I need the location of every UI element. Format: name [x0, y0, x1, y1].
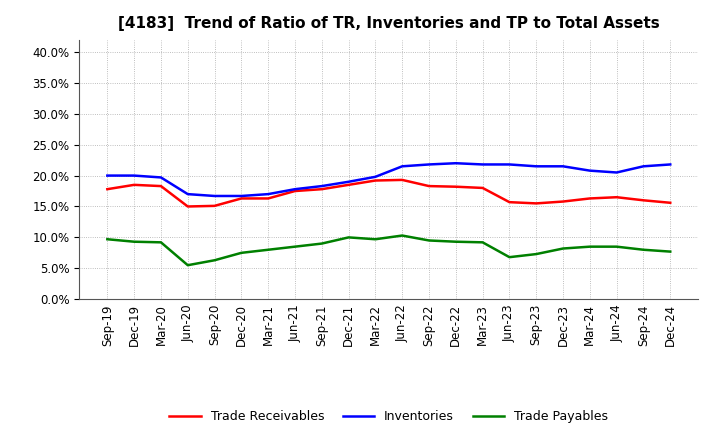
Inventories: [130, 173, 138, 178]
Inventories: [505, 162, 514, 167]
Inventories: [210, 193, 219, 198]
Trade Receivables: [505, 199, 514, 205]
Inventories: [532, 164, 541, 169]
Trade Payables: [264, 247, 272, 253]
Inventories: [612, 170, 621, 175]
Trade Receivables: [478, 185, 487, 191]
Trade Receivables: [184, 204, 192, 209]
Inventories: [585, 168, 594, 173]
Inventories: [478, 162, 487, 167]
Trade Payables: [505, 254, 514, 260]
Trade Payables: [398, 233, 407, 238]
Trade Receivables: [291, 188, 300, 194]
Trade Receivables: [237, 196, 246, 201]
Trade Payables: [184, 263, 192, 268]
Inventories: [398, 164, 407, 169]
Trade Payables: [103, 237, 112, 242]
Trade Payables: [371, 237, 379, 242]
Inventories: [425, 162, 433, 167]
Trade Receivables: [532, 201, 541, 206]
Trade Receivables: [210, 203, 219, 209]
Trade Payables: [612, 244, 621, 249]
Inventories: [451, 161, 460, 166]
Trade Receivables: [157, 183, 166, 189]
Trade Payables: [425, 238, 433, 243]
Trade Receivables: [103, 187, 112, 192]
Trade Receivables: [318, 187, 326, 192]
Line: Trade Receivables: Trade Receivables: [107, 180, 670, 206]
Trade Receivables: [264, 196, 272, 201]
Inventories: [103, 173, 112, 178]
Trade Payables: [478, 240, 487, 245]
Inventories: [184, 191, 192, 197]
Trade Receivables: [398, 177, 407, 183]
Trade Payables: [666, 249, 675, 254]
Line: Inventories: Inventories: [107, 163, 670, 196]
Trade Receivables: [451, 184, 460, 189]
Trade Receivables: [371, 178, 379, 183]
Trade Payables: [130, 239, 138, 244]
Trade Payables: [451, 239, 460, 244]
Inventories: [318, 183, 326, 189]
Trade Receivables: [130, 182, 138, 187]
Inventories: [666, 162, 675, 167]
Title: [4183]  Trend of Ratio of TR, Inventories and TP to Total Assets: [4183] Trend of Ratio of TR, Inventories…: [118, 16, 660, 32]
Trade Payables: [639, 247, 648, 253]
Trade Receivables: [344, 182, 353, 187]
Trade Receivables: [559, 199, 567, 204]
Line: Trade Payables: Trade Payables: [107, 235, 670, 265]
Trade Receivables: [666, 200, 675, 205]
Trade Payables: [318, 241, 326, 246]
Inventories: [157, 175, 166, 180]
Trade Payables: [344, 235, 353, 240]
Trade Receivables: [612, 194, 621, 200]
Trade Payables: [532, 251, 541, 257]
Trade Payables: [585, 244, 594, 249]
Trade Payables: [210, 258, 219, 263]
Trade Payables: [559, 246, 567, 251]
Trade Payables: [291, 244, 300, 249]
Trade Receivables: [425, 183, 433, 189]
Inventories: [344, 179, 353, 184]
Trade Receivables: [585, 196, 594, 201]
Legend: Trade Receivables, Inventories, Trade Payables: Trade Receivables, Inventories, Trade Pa…: [164, 405, 613, 428]
Inventories: [264, 191, 272, 197]
Trade Receivables: [639, 198, 648, 203]
Inventories: [371, 174, 379, 180]
Trade Payables: [237, 250, 246, 256]
Inventories: [639, 164, 648, 169]
Inventories: [291, 187, 300, 192]
Trade Payables: [157, 240, 166, 245]
Inventories: [237, 193, 246, 198]
Inventories: [559, 164, 567, 169]
